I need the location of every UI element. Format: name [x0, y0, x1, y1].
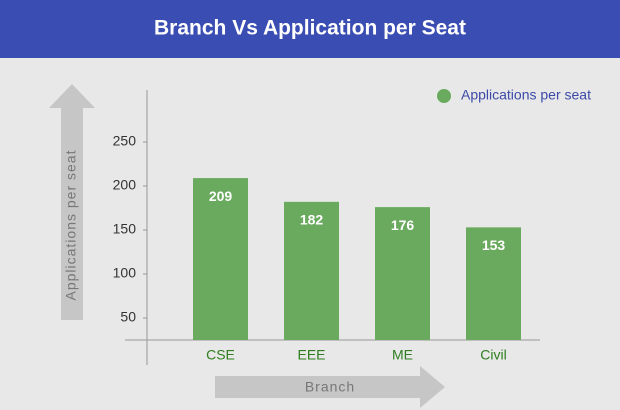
value-label: 209 [209, 188, 233, 204]
y-tick-label: 50 [120, 309, 136, 325]
y-axis-label: Applications per seat [63, 150, 79, 301]
y-axis-arrow [49, 84, 95, 320]
y-tick-label: 250 [113, 133, 137, 149]
bar [466, 227, 521, 340]
bar [284, 201, 339, 340]
y-tick-label: 150 [113, 221, 137, 237]
y-tick-label: 100 [113, 265, 137, 281]
value-label: 153 [482, 237, 506, 253]
x-axis-label: Branch [305, 379, 355, 395]
bar [375, 207, 430, 340]
y-tick-label: 200 [113, 177, 137, 193]
value-label: 176 [391, 217, 415, 233]
bar [193, 178, 248, 340]
title-bar [0, 0, 620, 58]
x-tick-label: CSE [206, 347, 235, 363]
x-axis-arrow [215, 366, 445, 408]
x-tick-label: Civil [480, 347, 506, 363]
x-tick-label: ME [392, 347, 413, 363]
legend-label: Applications per seat [461, 87, 591, 103]
x-tick-label: EEE [297, 347, 325, 363]
value-label: 182 [300, 212, 324, 228]
legend-marker [437, 89, 451, 103]
chart-title: Branch Vs Application per Seat [154, 17, 466, 40]
